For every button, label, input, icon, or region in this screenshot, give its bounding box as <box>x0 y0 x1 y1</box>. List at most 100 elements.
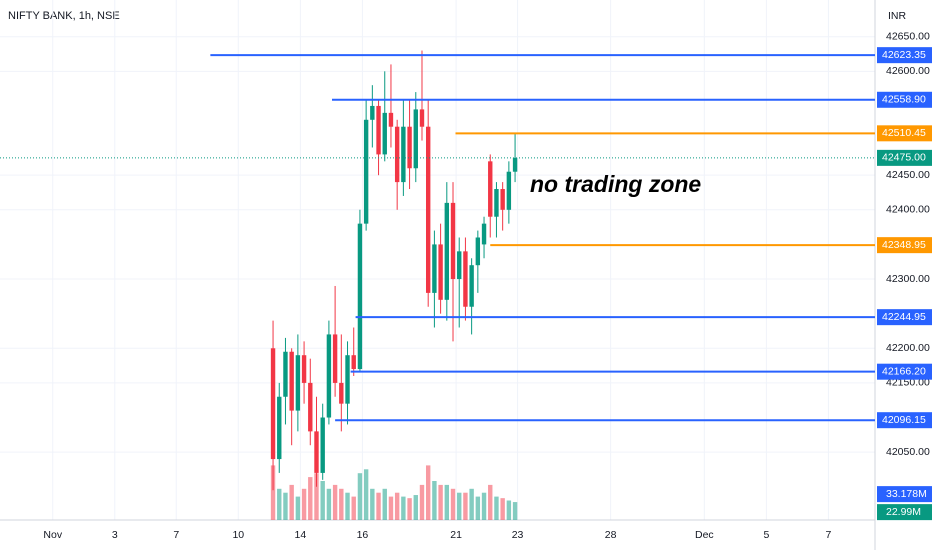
x-tick-label: 23 <box>512 529 524 541</box>
volume-bar <box>450 488 456 520</box>
volume-bar <box>283 492 288 520</box>
level-label: 42623.35 <box>882 49 926 61</box>
candle-body <box>326 334 332 418</box>
volume-bar <box>432 481 437 520</box>
volume-ma-label: 33.178M <box>886 488 927 500</box>
x-tick-label: 14 <box>295 529 307 541</box>
candle-body <box>457 251 462 280</box>
volume-bar <box>295 496 301 520</box>
volume-bar <box>438 484 443 520</box>
y-tick-label: 42050.00 <box>886 446 930 458</box>
candle-body <box>500 189 505 210</box>
candle-body <box>413 109 418 169</box>
candle-body <box>339 382 344 404</box>
x-tick-label: Dec <box>695 529 714 541</box>
volume-bar <box>419 484 425 520</box>
volume-bar <box>308 477 313 520</box>
volume-bar <box>363 469 369 520</box>
candle-body <box>283 351 288 397</box>
volume-bar <box>401 496 406 520</box>
volume-bar <box>444 484 450 520</box>
level-label-bg <box>877 125 932 142</box>
level-label-bg <box>877 91 932 108</box>
y-tick-label: 42600.00 <box>886 65 930 77</box>
candle-body <box>314 431 319 473</box>
candle-body <box>301 355 307 383</box>
candle-body <box>469 265 474 307</box>
candle-body <box>357 223 363 370</box>
volume-ma-label-bg <box>877 486 932 503</box>
volume-bar <box>320 481 325 520</box>
volume-bar <box>345 492 350 520</box>
level-label-bg <box>877 412 932 429</box>
candle-body <box>345 355 350 404</box>
y-tick-label: 42650.00 <box>886 30 930 42</box>
volume-bar <box>332 484 338 520</box>
candle-body <box>270 348 276 460</box>
annotation: no trading zone <box>530 171 701 197</box>
level-label-bg <box>877 47 932 64</box>
candle-body <box>370 105 375 120</box>
x-tick-label: 21 <box>450 529 462 541</box>
candle-body <box>463 251 468 307</box>
x-tick-label: 10 <box>232 529 244 541</box>
last-volume-label-bg <box>877 504 932 521</box>
candle-body <box>401 126 406 183</box>
volume-bar <box>463 492 468 520</box>
volume-bar <box>376 492 381 520</box>
volume-bar <box>407 498 412 520</box>
volume-bar <box>413 495 418 520</box>
volume-bar <box>475 496 481 520</box>
candle-body <box>494 189 499 217</box>
candle-body <box>450 202 456 280</box>
y-tick-label: 42400.00 <box>886 204 930 216</box>
candle-body <box>320 417 325 473</box>
candle-body <box>295 355 301 411</box>
volume-bar <box>289 484 294 520</box>
candle-body <box>351 355 356 370</box>
y-tick-label: 42200.00 <box>886 342 930 354</box>
volume-bar <box>506 500 512 520</box>
volume-bar <box>382 488 387 520</box>
volume-bar <box>339 488 344 520</box>
x-tick-label: 5 <box>763 529 769 541</box>
candle-body <box>425 126 431 293</box>
volume-bar <box>512 502 518 520</box>
candle-body <box>481 223 487 245</box>
x-tick-label: Nov <box>43 529 62 541</box>
volume-bar <box>301 488 307 520</box>
candle-body <box>444 202 450 300</box>
volume-bar <box>277 488 282 520</box>
x-tick-label: 3 <box>112 529 118 541</box>
last-price-label-bg <box>877 149 932 166</box>
last-volume-label: 22.99M <box>886 506 921 518</box>
level-label: 42348.95 <box>882 239 926 251</box>
candle-body <box>475 237 481 266</box>
volume-bar <box>469 488 474 520</box>
level-label: 42096.15 <box>882 414 926 426</box>
volume-bar <box>357 473 363 520</box>
chart-title: NIFTY BANK, 1h, NSE <box>8 10 120 22</box>
currency: INR <box>888 10 907 22</box>
candle-body <box>332 334 338 383</box>
candle-body <box>277 396 282 460</box>
volume-bar <box>394 492 400 520</box>
y-tick-label: 42450.00 <box>886 169 930 181</box>
candle-body <box>512 157 518 172</box>
candle-body <box>407 126 412 169</box>
x-tick-label: 7 <box>173 529 179 541</box>
candle-body <box>308 382 313 432</box>
level-label-bg <box>877 309 932 326</box>
volume-bar <box>351 496 356 520</box>
volume-bar <box>457 492 462 520</box>
volume-bar <box>500 498 505 520</box>
candle-body <box>488 161 493 217</box>
y-tick-label: 42300.00 <box>886 273 930 285</box>
x-tick-label: 28 <box>605 529 617 541</box>
candle-body <box>394 126 400 183</box>
candle-body <box>382 112 387 155</box>
x-tick-label: 7 <box>826 529 832 541</box>
level-label-bg <box>877 363 932 380</box>
volume-bar <box>270 465 276 520</box>
